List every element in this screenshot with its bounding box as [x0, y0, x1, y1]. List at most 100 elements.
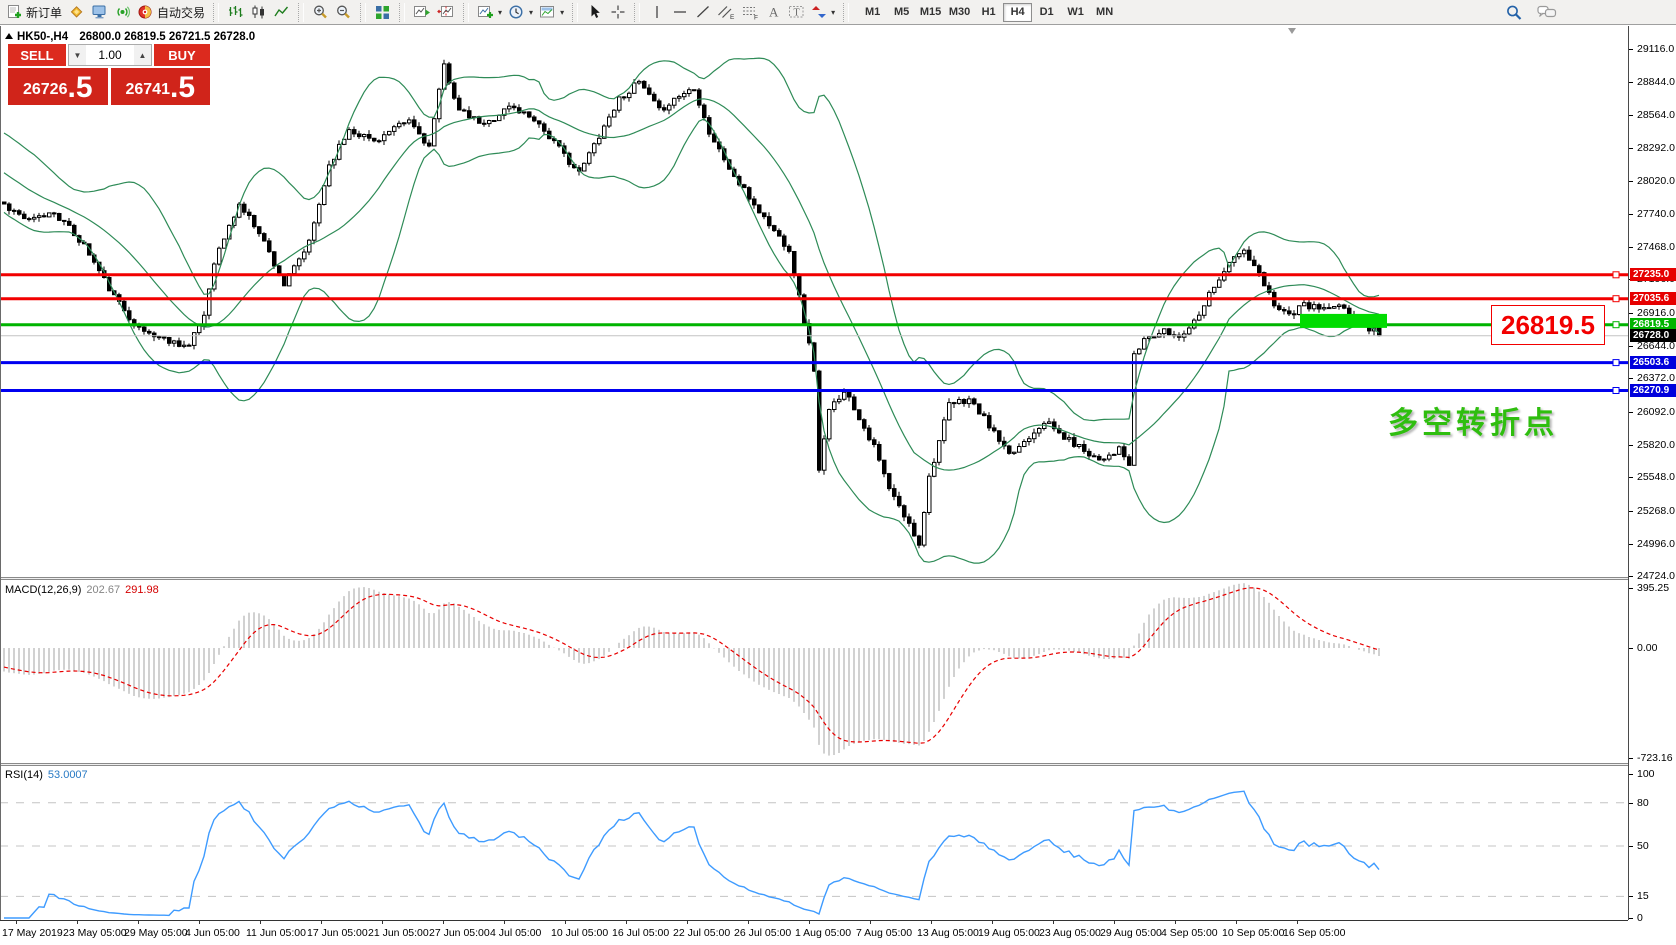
- collapse-order-panel-icon[interactable]: [5, 33, 13, 39]
- level-price-tag: 26503.6: [1630, 355, 1676, 369]
- axis-tick: [1629, 510, 1633, 512]
- time-tick: [443, 921, 444, 924]
- horizontal-line-button[interactable]: [668, 2, 691, 23]
- turning-point-text[interactable]: 多空转折点: [1388, 407, 1558, 440]
- toolbar-separator: [572, 2, 579, 22]
- axis-label: 80: [1637, 796, 1649, 809]
- fibonacci-icon: F: [741, 4, 759, 20]
- text-label-button[interactable]: T: [785, 2, 808, 23]
- timeframe-mn[interactable]: MN: [1090, 3, 1119, 22]
- text-icon: A: [766, 4, 781, 20]
- arrows-icon: [811, 4, 827, 20]
- bar-chart-button[interactable]: [224, 2, 247, 23]
- timeframe-h4[interactable]: H4: [1003, 2, 1033, 22]
- axis-label: 25548.0: [1637, 471, 1675, 484]
- chevron-down-icon: ▾: [831, 7, 836, 17]
- volume-decrease-button[interactable]: ▼: [69, 45, 86, 65]
- horizontal-line-icon: [672, 4, 688, 20]
- search-icon: [1505, 4, 1523, 21]
- equidistant-channel-button[interactable]: E: [714, 2, 738, 23]
- axis-label: 100: [1637, 768, 1655, 780]
- text-button[interactable]: A: [762, 2, 785, 23]
- toolbar-separator: [399, 2, 406, 22]
- macd-panel[interactable]: [0, 580, 1628, 763]
- tile-windows-icon: [374, 4, 391, 20]
- zoom-out-button[interactable]: [332, 2, 355, 23]
- auto-trading-button[interactable]: 自动交易: [134, 2, 208, 23]
- terminal-button[interactable]: [88, 2, 111, 23]
- rsi-value: 53.0007: [47, 769, 88, 781]
- axis-label: 50: [1637, 840, 1649, 852]
- axis-tick: [1629, 802, 1633, 804]
- arrows-button[interactable]: ▾: [808, 2, 838, 23]
- timeframe-m1[interactable]: M1: [858, 3, 887, 22]
- search-button[interactable]: [1502, 2, 1526, 23]
- axis-tick: [1629, 918, 1633, 919]
- crosshair-icon: [610, 4, 626, 20]
- timeframe-m15[interactable]: M15: [916, 3, 945, 22]
- svg-text:A: A: [769, 5, 779, 20]
- timeframe-d1[interactable]: D1: [1032, 3, 1061, 22]
- price-axis[interactable]: 29116.0 28844.0 28564.0 28292.0 28020.0 27740…: [1628, 26, 1676, 924]
- sell-button[interactable]: SELL: [8, 44, 66, 66]
- axis-tick: [1629, 246, 1633, 248]
- rsi-panel[interactable]: [0, 766, 1628, 920]
- indicators-button[interactable]: ▾: [474, 2, 505, 23]
- fibonacci-button[interactable]: F: [738, 2, 762, 23]
- time-tick: [626, 921, 627, 924]
- one-click-trading-panel: SELL ▼ 1.00 ▲ BUY 26726 .5 26741 .5: [8, 44, 210, 105]
- time-label: 11 Jun 05:00: [246, 927, 306, 939]
- cursor-button[interactable]: [583, 2, 606, 23]
- volume-field[interactable]: 1.00: [86, 45, 134, 65]
- signals-icon: [114, 4, 131, 20]
- axis-tick: [1629, 543, 1633, 545]
- macd-name: MACD(12,26,9): [5, 584, 82, 596]
- candlestick-chart-button[interactable]: [247, 2, 270, 23]
- time-label: 4 Jul 05:00: [490, 927, 542, 939]
- new-order-button[interactable]: 新订单: [3, 2, 65, 23]
- timeframe-group: M1 M5 M15 M30 H1 H4 D1 W1 MN: [854, 2, 1123, 22]
- panel-splitter[interactable]: [0, 577, 1628, 580]
- buy-button[interactable]: BUY: [154, 44, 210, 66]
- periods-button[interactable]: ▾: [505, 2, 536, 23]
- axis-label: -723.16: [1637, 751, 1673, 764]
- line-chart-icon: [273, 4, 290, 20]
- tile-windows-button[interactable]: [371, 2, 394, 23]
- bar-chart-icon: [227, 4, 244, 20]
- time-axis[interactable]: 17 May 2019 23 May 05:00 29 May 05:00 4 Jun…: [0, 920, 1628, 945]
- timeframe-w1[interactable]: W1: [1061, 3, 1090, 22]
- buy-price[interactable]: 26741 .5: [110, 68, 210, 105]
- timeframe-m5[interactable]: M5: [887, 3, 916, 22]
- chat-button[interactable]: [1534, 2, 1560, 23]
- trendline-button[interactable]: [691, 2, 714, 23]
- sell-price[interactable]: 26726 .5: [8, 68, 108, 105]
- axis-label: 28844.0: [1637, 75, 1675, 88]
- chat-icon: [1537, 4, 1557, 20]
- crosshair-button[interactable]: [606, 2, 629, 23]
- axis-tick: [1629, 648, 1633, 649]
- timeframe-m30[interactable]: M30: [945, 3, 974, 22]
- panel-splitter[interactable]: [0, 763, 1628, 766]
- volume-stepper: ▼ 1.00 ▲: [68, 44, 152, 66]
- svg-text:T: T: [794, 8, 800, 19]
- line-chart-button[interactable]: [270, 2, 293, 23]
- symbol-title: HK50-,H4: [17, 31, 69, 43]
- zoom-in-button[interactable]: [309, 2, 332, 23]
- volume-increase-button[interactable]: ▲: [134, 45, 151, 65]
- sell-price-fraction: .5: [67, 71, 93, 104]
- timeframe-h1[interactable]: H1: [974, 3, 1003, 22]
- chart-shift-button[interactable]: [434, 2, 458, 23]
- signals-button[interactable]: [111, 2, 134, 23]
- templates-button[interactable]: ▾: [536, 2, 567, 23]
- auto-trading-label: 自动交易: [157, 5, 206, 20]
- main-chart[interactable]: [0, 26, 1628, 577]
- buy-price-fraction: .5: [169, 71, 196, 104]
- vertical-line-button[interactable]: [645, 2, 668, 23]
- auto-scroll-button[interactable]: [410, 2, 434, 23]
- axis-label: 0: [1637, 912, 1643, 924]
- market-depth-button[interactable]: [65, 2, 88, 23]
- price-callout-box[interactable]: 26819.5: [1491, 305, 1605, 345]
- axis-label: 28292.0: [1637, 141, 1675, 154]
- axis-label: 15: [1637, 890, 1649, 903]
- macd-label: MACD(12,26,9) 202.67 291.98: [5, 584, 159, 596]
